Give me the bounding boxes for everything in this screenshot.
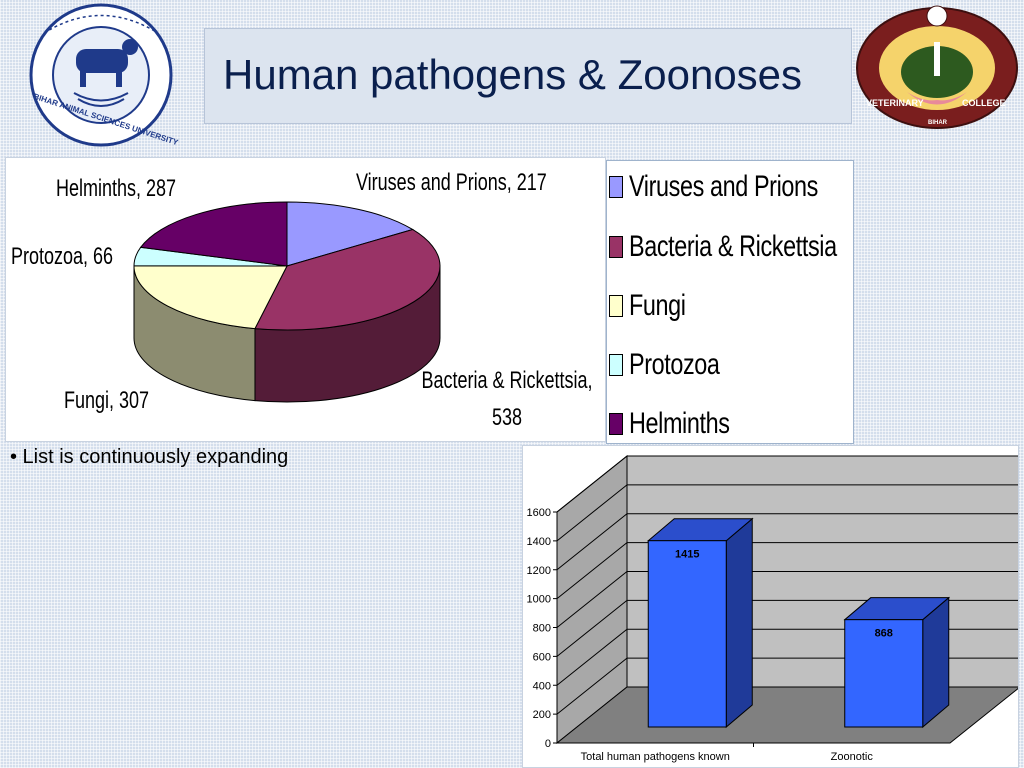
pie-chart-panel: Helminths, 287 Viruses and Prions, 217 P… [5, 157, 606, 442]
pie-label-viruses: Viruses and Prions, 217 [356, 169, 547, 196]
university-seal-icon [29, 3, 173, 147]
pie-slice-bacteria-rickettsia [254, 228, 441, 331]
pie-legend: Viruses and Prions Bacteria & Rickettsia… [606, 160, 854, 444]
y-tick-label: 200 [533, 709, 551, 721]
x-tick-label: Zoonotic [831, 751, 874, 763]
legend-item-fungi: Fungi [609, 286, 702, 326]
legend-label-fungi: Fungi [629, 289, 686, 322]
gridline-side [556, 542, 628, 600]
bar-data-label: 1415 [675, 549, 699, 561]
y-tick-label: 600 [533, 651, 551, 663]
college-emblem-icon [856, 5, 1018, 129]
bar [647, 540, 727, 728]
legend-item-viruses: Viruses and Prions [609, 167, 871, 207]
bar-data-label: 868 [875, 628, 893, 640]
legend-swatch-fungi [609, 295, 623, 317]
pie-slice-viruses-and-prions [286, 201, 414, 267]
legend-item-bacteria: Bacteria & Rickettsia [609, 227, 895, 267]
y-tick-label: 1000 [527, 594, 551, 606]
bar-chart: 0 200 400 600 800 1000 1200 1400 1600 1415 868 Tota… [527, 454, 1018, 763]
college-emblem-text-bihar: BIHAR [928, 120, 947, 126]
pie-slice-helminths [139, 201, 288, 267]
gridline-side [556, 657, 628, 715]
bars: 1415 868 [646, 517, 951, 729]
y-tick-label: 1200 [527, 565, 551, 577]
pie-label-bacteria: Bacteria & Rickettsia, 538 [421, 367, 593, 432]
pie-slice-fungi [133, 265, 288, 330]
college-emblem-text-veterinary: VETERINARY [866, 98, 924, 108]
y-tick-label: 1600 [527, 507, 551, 519]
bar-group-0: 1415 [646, 517, 754, 729]
college-emblem-text-college: COLLEGE [962, 98, 1006, 108]
title-box: Human pathogens & Zoonoses [204, 28, 852, 124]
pie-label-fungi: Fungi, 307 [64, 387, 150, 414]
pie-label-protozoa: Protozoa, 66 [11, 243, 114, 270]
gridline-side [556, 571, 628, 628]
gridline-side [556, 513, 628, 571]
bar-side [725, 517, 753, 729]
legend-label-viruses: Viruses and Prions [629, 170, 818, 203]
y-tick-labels: 0 200 400 600 800 1000 1200 1400 1600 [527, 507, 557, 750]
university-logo: BIHAR ANIMAL SCIENCES UNIVERSITY [4, 3, 198, 151]
college-logo: VETERINARY COLLEGE BIHAR [852, 2, 1022, 132]
legend-swatch-viruses [609, 176, 623, 198]
bar-group-1: 868 [843, 596, 951, 729]
y-tick-label: 1400 [527, 536, 551, 548]
x-tick-label: Total human pathogens known [581, 751, 730, 763]
legend-item-protozoa: Protozoa [609, 345, 745, 385]
gridline-side [556, 628, 628, 686]
gridline-side [556, 455, 628, 513]
legend-swatch-helminths [609, 413, 623, 435]
pie-chart [133, 201, 441, 403]
bar [844, 619, 924, 728]
legend-swatch-bacteria [609, 236, 623, 258]
page-title: Human pathogens & Zoonoses [223, 51, 803, 98]
legend-label-protozoa: Protozoa [629, 348, 720, 381]
gridline-side [556, 484, 628, 542]
bar-chart-panel: 0 200 400 600 800 1000 1200 1400 1600 1415 868 Tota… [522, 445, 1019, 768]
gridline-side [556, 599, 628, 657]
legend-item-helminths: Helminths [609, 404, 758, 444]
y-tick-label: 800 [533, 623, 551, 635]
pie-label-helminths: Helminths, 287 [56, 175, 177, 202]
y-tick-label: 400 [533, 680, 551, 692]
y-tick-label: 0 [545, 738, 551, 750]
legend-swatch-protozoa [609, 354, 623, 376]
pie-tops [133, 201, 441, 331]
legend-label-helminths: Helminths [629, 407, 730, 440]
bullet-point: • List is continuously expanding [10, 446, 289, 468]
legend-label-bacteria: Bacteria & Rickettsia [629, 230, 837, 263]
bar-side [922, 596, 950, 729]
